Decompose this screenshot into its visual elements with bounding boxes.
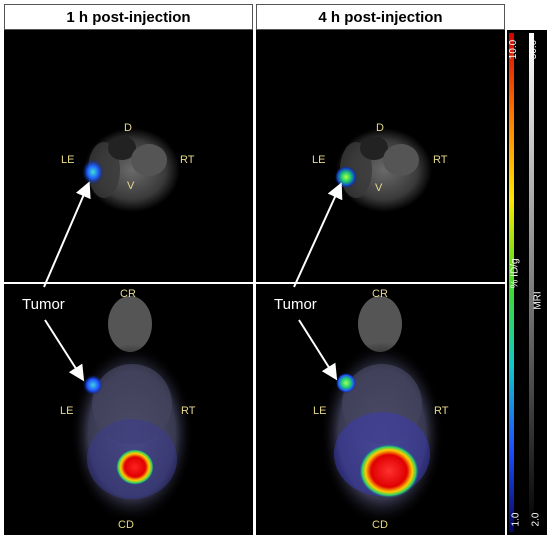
mri-colorbar-title: MRI (532, 291, 544, 310)
coronal-scan-1h (70, 296, 194, 524)
label-ventral: V (127, 180, 135, 192)
label-dorsal: D (124, 122, 132, 134)
divider-vertical (253, 4, 256, 535)
label-right: RT (433, 154, 448, 166)
tumor-label-left: Tumor (22, 296, 65, 313)
image-4h-coronal: CR LE RT CD (256, 284, 505, 535)
mri-colorbar-min: 2.0 (530, 512, 542, 527)
mri-colorbar: 50.0 MRI 2.0 (527, 30, 547, 535)
header-4h: 4 h post-injection (256, 4, 505, 30)
axial-scan-4h (335, 128, 432, 212)
label-caudal: CD (118, 519, 134, 531)
header-1h: 1 h post-injection (4, 4, 253, 30)
label-right: RT (181, 405, 196, 417)
pet-colorbar-max: 10.0 (508, 39, 520, 60)
label-ventral: V (375, 182, 383, 194)
pet-colorbar-min: 1.0 (510, 512, 522, 527)
label-left: LE (60, 405, 74, 417)
coronal-scan-4h (320, 296, 444, 526)
label-right: RT (180, 154, 195, 166)
label-right: RT (434, 405, 449, 417)
pet-colorbar: 10.0 % ID/g 1.0 (507, 30, 527, 535)
tumor-label-right: Tumor (274, 296, 317, 313)
label-dorsal: D (376, 122, 384, 134)
pet-colorbar-title: % ID/g (509, 258, 521, 289)
mri-colorbar-gradient (529, 33, 534, 532)
label-left: LE (61, 154, 75, 166)
axial-scan-1h (82, 128, 180, 212)
label-cranial: CR (372, 288, 388, 300)
mri-colorbar-max: 50.0 (528, 39, 540, 60)
pet-colorbar-gradient (509, 33, 514, 532)
label-left: LE (312, 154, 326, 166)
image-4h-axial: D V LE RT (256, 30, 505, 282)
label-left: LE (313, 405, 327, 417)
image-1h-axial: D V LE RT (4, 30, 253, 282)
image-1h-coronal: CR LE RT CD (4, 284, 253, 535)
label-cranial: CR (120, 288, 136, 300)
label-caudal: CD (372, 519, 388, 531)
